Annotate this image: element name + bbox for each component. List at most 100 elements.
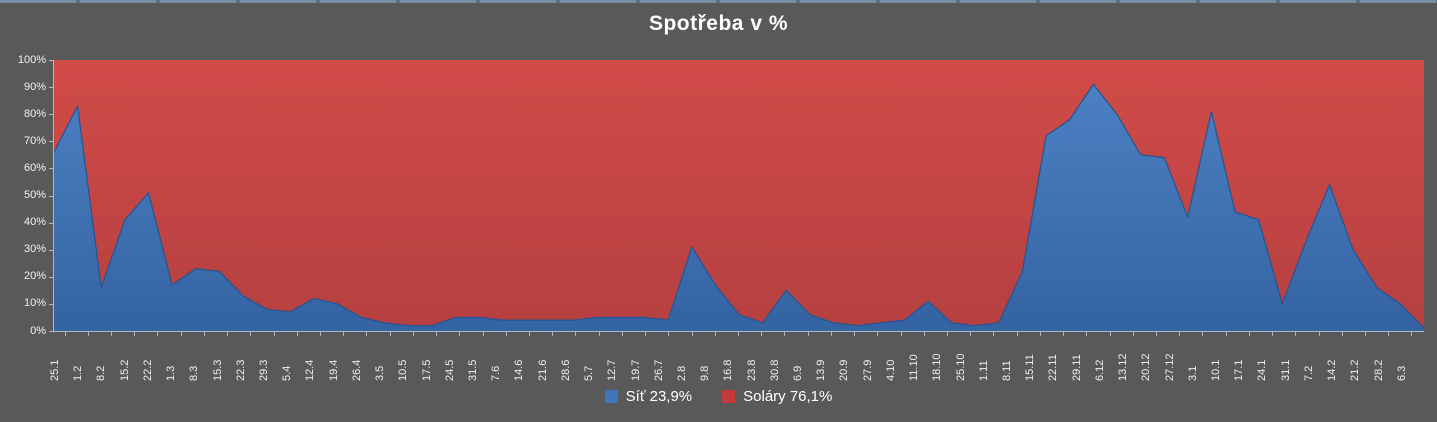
x-axis-tick: [598, 332, 600, 336]
x-axis-tick: [946, 332, 948, 336]
x-axis-label: 15.2: [118, 359, 131, 381]
x-axis-label: 6.3: [1395, 365, 1408, 381]
x-axis-tick: [761, 332, 763, 336]
x-axis-label: 14.6: [513, 359, 526, 381]
x-axis-tick: [900, 332, 902, 336]
sit-legend-swatch-icon: [604, 390, 618, 403]
x-axis-label: 10.1: [1210, 359, 1223, 381]
x-axis-label: 3.1: [1186, 365, 1199, 381]
y-axis-label: 10%: [23, 297, 46, 310]
x-axis-tick: [621, 332, 623, 336]
x-axis-label: 24.1: [1256, 359, 1269, 381]
x-axis-label: 20.9: [838, 359, 851, 381]
y-axis-tick: [49, 195, 53, 197]
y-axis-label: 20%: [23, 270, 46, 283]
x-axis-tick: [854, 332, 856, 336]
x-axis-tick: [668, 332, 670, 336]
x-axis-tick: [645, 332, 647, 336]
y-axis-tick: [49, 331, 53, 332]
x-axis-tick: [575, 332, 577, 336]
x-axis-tick: [482, 332, 484, 336]
x-axis-label: 25.1: [49, 359, 61, 381]
chart-top-edge: [0, 0, 1437, 3]
x-axis-label: 27.9: [861, 359, 874, 381]
x-axis-label: 22.2: [141, 359, 154, 381]
x-axis-tick: [1132, 332, 1134, 336]
sit-series-area[interactable]: [54, 84, 1424, 331]
x-axis-tick: [227, 332, 229, 336]
y-axis-label: 0%: [30, 324, 46, 337]
x-axis-tick: [436, 332, 438, 336]
x-axis-tick: [1063, 332, 1065, 336]
x-axis-tick: [1248, 332, 1250, 336]
x-axis-tick: [1039, 332, 1041, 336]
x-axis-tick: [1295, 332, 1297, 336]
x-axis-label: 6.9: [792, 365, 805, 381]
x-axis-tick: [784, 332, 786, 336]
x-axis-label: 22.3: [234, 359, 247, 381]
x-axis-tick: [1016, 332, 1018, 336]
x-axis-label: 19.4: [327, 359, 340, 381]
legend-item-sit[interactable]: Síť 23,9%: [604, 388, 692, 405]
x-axis-label: 8.3: [188, 365, 201, 381]
x-axis-label: 1.11: [977, 360, 990, 381]
x-axis-tick: [459, 332, 461, 336]
x-axis-tick: [714, 332, 716, 336]
x-axis-label: 12.4: [304, 359, 317, 381]
x-axis-label: 22.11: [1047, 354, 1060, 381]
x-axis-label: 27.12: [1163, 353, 1176, 381]
x-axis-tick: [738, 332, 739, 336]
stacked-area-chart[interactable]: [54, 60, 1424, 331]
x-axis-tick: [970, 332, 972, 336]
x-axis-tick: [830, 332, 832, 336]
chart-title: Spotřeba v %: [648, 12, 789, 35]
solary-legend-label: Soláry 76,1%: [743, 388, 833, 405]
legend: Síť 23,9% Soláry 76,1%: [0, 388, 1437, 405]
x-axis-label: 26.7: [652, 359, 665, 381]
legend-item-solary[interactable]: Soláry 76,1%: [722, 388, 832, 405]
x-axis-label: 1.3: [165, 365, 178, 381]
x-axis-tick: [366, 332, 368, 336]
y-axis-tick: [49, 303, 53, 305]
x-axis-label: 13.12: [1117, 353, 1130, 381]
x-axis-tick: [505, 332, 507, 336]
x-axis-tick: [807, 332, 809, 336]
y-axis-label: 100%: [17, 53, 46, 66]
x-axis-label: 20.12: [1140, 353, 1153, 381]
x-axis-label: 28.6: [559, 359, 572, 381]
x-axis-tick: [273, 332, 275, 336]
x-axis-tick: [877, 332, 879, 336]
x-axis-tick: [134, 332, 136, 336]
x-axis-tick: [203, 332, 205, 336]
x-axis-label: 14.2: [1326, 359, 1339, 381]
x-axis-tick: [87, 332, 89, 336]
x-axis-label: 31.5: [466, 359, 479, 381]
plot-area[interactable]: [53, 60, 1424, 332]
x-axis-label: 11.10: [908, 354, 921, 381]
x-axis-label: 28.2: [1372, 359, 1385, 381]
y-axis-tick: [49, 141, 53, 143]
x-axis-label: 29.11: [1070, 354, 1083, 381]
x-axis-tick: [157, 332, 159, 336]
x-axis-tick: [552, 332, 554, 336]
x-axis-tick: [1364, 332, 1366, 336]
x-axis-label: 24.5: [443, 359, 456, 381]
x-axis-tick: [1202, 332, 1204, 336]
x-axis-label: 1.2: [72, 365, 85, 381]
y-axis-tick: [49, 60, 53, 61]
x-axis-tick: [1086, 332, 1088, 336]
y-axis-label: 30%: [23, 243, 46, 256]
x-axis-label: 9.8: [699, 365, 712, 381]
x-axis-tick: [1318, 332, 1320, 336]
x-axis-tick: [343, 332, 345, 336]
x-axis-label: 23.8: [745, 359, 758, 381]
x-axis-label: 6.12: [1093, 359, 1106, 381]
x-axis-tick: [180, 332, 182, 336]
y-axis-tick: [49, 114, 53, 116]
y-axis-tick: [49, 168, 53, 170]
x-axis-label: 3.5: [374, 365, 387, 381]
x-axis-label: 2.8: [675, 365, 688, 381]
y-axis-label: 90%: [23, 80, 46, 93]
y-axis-tick: [49, 87, 53, 89]
